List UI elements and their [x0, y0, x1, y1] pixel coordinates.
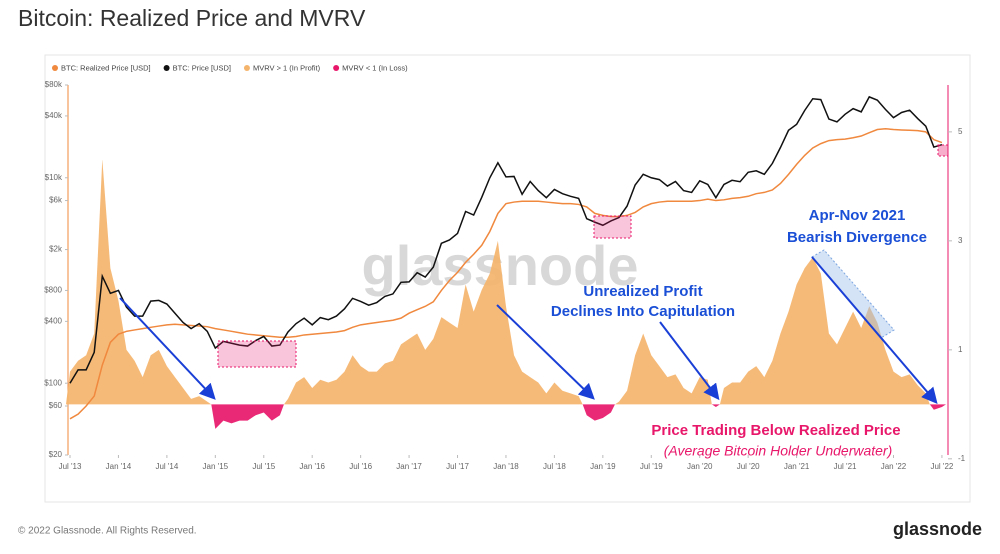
y2-tick-label: -1 [958, 454, 966, 463]
y2-tick-label: 3 [958, 236, 963, 245]
x-tick-label: Jul '19 [640, 462, 663, 471]
y-tick-label: $80k [45, 80, 63, 89]
legend-item[interactable]: MVRV > 1 (In Profit) [243, 63, 321, 72]
chart-title: Bitcoin: Realized Price and MVRV [18, 5, 366, 31]
annotation: Price Trading Below Realized Price [651, 422, 900, 439]
legend: BTC: Realized Price [USD] BTC: Price [USD… [52, 63, 408, 72]
highlight-box [593, 215, 632, 239]
x-tick-label: Jan '22 [881, 462, 907, 471]
x-tick-label: Jul '13 [59, 462, 82, 471]
legend-label: MVRV < 1 (In Loss) [342, 63, 408, 72]
brand-logo: glassnode [893, 519, 982, 539]
annotation: Declines Into Capitulation [551, 303, 735, 320]
legend-label: BTC: Price [USD] [173, 63, 231, 72]
x-tick-label: Jan '19 [590, 462, 616, 471]
annotation: Unrealized Profit [583, 283, 702, 300]
annotation: Bearish Divergence [787, 229, 927, 246]
y-tick-label: $60 [49, 401, 63, 410]
copyright: © 2022 Glassnode. All Rights Reserved. [18, 526, 197, 537]
price-line [69, 128, 943, 420]
legend-item[interactable]: BTC: Realized Price [USD] [52, 63, 151, 72]
x-tick-label: Jan '15 [203, 462, 229, 471]
y2-tick-label: 5 [958, 127, 963, 136]
price-line [69, 95, 943, 384]
y-tick-label: $6k [49, 196, 63, 205]
x-tick-label: Jan '21 [784, 462, 810, 471]
x-tick-label: Jul '21 [834, 462, 857, 471]
y-tick-label: $400 [44, 316, 62, 325]
legend-label: BTC: Realized Price [USD] [61, 63, 151, 72]
arrow [496, 304, 595, 400]
legend-swatch [243, 65, 250, 71]
annotation: (Average Bitcoin Holder Underwater) [664, 443, 893, 459]
highlight-box [937, 144, 949, 157]
legend-item[interactable]: BTC: Price [USD] [163, 63, 231, 72]
x-tick-label: Jul '16 [349, 462, 372, 471]
legend-item[interactable]: MVRV < 1 (In Loss) [333, 63, 408, 72]
y-tick-label: $20 [49, 450, 63, 459]
x-tick-label: Jul '14 [155, 462, 178, 471]
x-tick-label: Jul '22 [930, 462, 953, 471]
x-tick-label: Jan '16 [299, 462, 325, 471]
x-tick-label: Jul '17 [446, 462, 469, 471]
legend-swatch [163, 65, 170, 71]
x-tick-label: Jan '14 [106, 462, 132, 471]
y-tick-label: $800 [44, 286, 62, 295]
annotation: Apr-Nov 2021 [809, 207, 906, 224]
highlight-box [217, 340, 297, 368]
x-tick-label: Jan '18 [493, 462, 519, 471]
y2-tick-label: 1 [958, 345, 963, 354]
arrow [811, 256, 938, 405]
y-tick-label: $100 [44, 378, 62, 387]
overlay [119, 144, 949, 405]
legend-swatch [52, 65, 58, 71]
y-tick-label: $2k [49, 245, 63, 254]
x-tick-label: Jan '17 [396, 462, 422, 471]
divergence-band [811, 249, 895, 339]
x-tick-label: Jan '20 [687, 462, 713, 471]
legend-label: MVRV > 1 (In Profit) [253, 63, 321, 72]
arrow [659, 321, 720, 401]
x-tick-label: Jul '20 [737, 462, 760, 471]
plot: $80k $40k $10k $6k $2k $800 $400 $100 $60 $20 5 3 1 -… [44, 80, 965, 471]
legend-swatch [333, 65, 340, 71]
y-tick-label: $10k [45, 173, 63, 182]
y-tick-label: $40k [45, 111, 63, 120]
mvrv-area [65, 159, 930, 405]
x-tick-label: Jul '18 [543, 462, 566, 471]
arrow [119, 297, 216, 400]
x-tick-label: Jul '15 [252, 462, 275, 471]
